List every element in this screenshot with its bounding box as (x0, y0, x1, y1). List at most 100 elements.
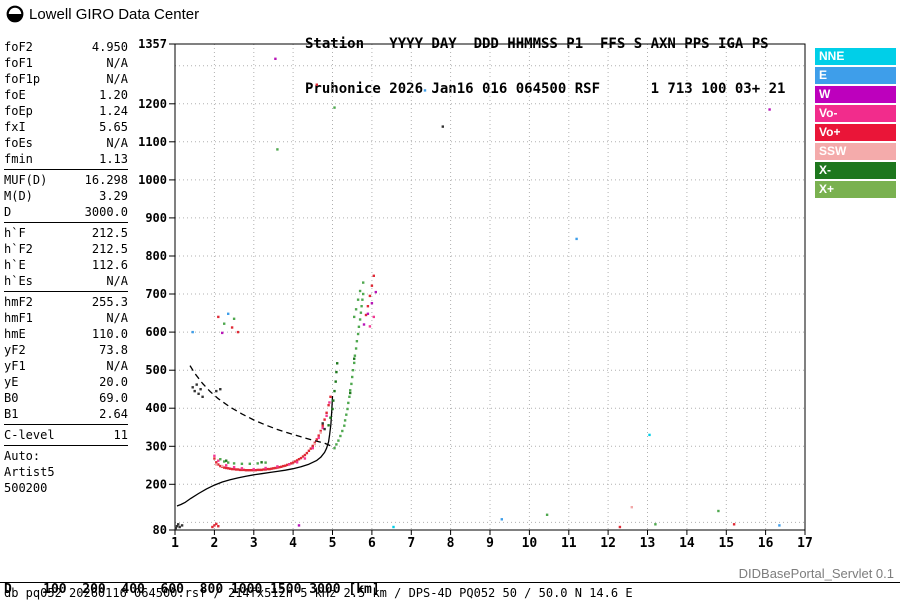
param-label: foF1p (4, 72, 41, 86)
param-row: MUF(D) 16.298 (4, 172, 128, 188)
param-value: 212.5 (91, 226, 128, 240)
svg-text:3: 3 (250, 536, 258, 551)
param-row: h`F 212.5 (4, 225, 128, 241)
muf-transmission-curve (189, 365, 335, 448)
svg-text:9: 9 (486, 536, 494, 551)
svg-text:400: 400 (145, 401, 167, 415)
lowell-giro-logo-icon (6, 5, 24, 23)
series-NNE (392, 433, 651, 529)
param-label: foEs (4, 136, 33, 150)
svg-text:11: 11 (561, 536, 577, 551)
svg-text:13: 13 (640, 536, 656, 551)
param-label: M(D) (4, 189, 33, 203)
param-label: h`E (4, 258, 26, 272)
svg-text:800: 800 (145, 249, 167, 263)
trace-legend: NNE E W Vo- Vo+ SSW X- X+ (815, 48, 896, 200)
param-value: 110.0 (91, 327, 128, 341)
legend-item-ssw: SSW (815, 143, 896, 160)
param-row: yE 20.0 (4, 374, 128, 390)
param-row: h`E 112.6 (4, 257, 128, 273)
series-X- (225, 357, 356, 464)
param-label: foE (4, 88, 26, 102)
param-label: h`Es (4, 274, 33, 288)
svg-text:1100: 1100 (138, 135, 167, 149)
series-W (221, 57, 771, 527)
true-height-profile (176, 395, 334, 507)
param-value: N/A (106, 311, 128, 325)
d-row: D 100 200 400 600 800 1000 1500 3000 [km… (4, 582, 380, 597)
param-row: hmF2 255.3 (4, 294, 128, 310)
grid (175, 44, 805, 530)
series-E (191, 89, 781, 527)
param-divider (4, 169, 128, 170)
auto-line: 500200 (4, 481, 48, 495)
status-bar: db pq052 20260116 064500.rsf / 214fx512h… (0, 582, 900, 600)
legend-item-e: E (815, 67, 896, 84)
param-row: hmE 110.0 (4, 326, 128, 342)
param-row: foF2 4.950 (4, 39, 128, 55)
param-label: foF2 (4, 40, 33, 54)
param-value: 1.13 (99, 152, 128, 166)
auto-line: Auto: (4, 449, 41, 463)
param-label: B1 (4, 407, 19, 421)
param-value: N/A (106, 56, 128, 70)
param-row: yF1 N/A (4, 358, 128, 374)
svg-text:10: 10 (522, 536, 538, 551)
param-value: N/A (106, 359, 128, 373)
svg-text:4: 4 (289, 536, 297, 551)
brand-title: Lowell GIRO Data Center (29, 5, 200, 23)
svg-text:6: 6 (368, 536, 376, 551)
param-row: B1 2.64 (4, 406, 128, 422)
series-Vo- (213, 315, 375, 471)
svg-text:15: 15 (718, 536, 734, 551)
svg-text:600: 600 (145, 325, 167, 339)
legend-item-x-: X- (815, 162, 896, 179)
svg-text:2: 2 (210, 536, 218, 551)
param-divider (4, 424, 128, 425)
svg-text:16: 16 (758, 536, 774, 551)
param-row: foEs N/A (4, 135, 128, 151)
param-row: h`Es N/A (4, 273, 128, 289)
legend-item-x+: X+ (815, 181, 896, 198)
auto-line: Artist5 (4, 465, 55, 479)
param-label: foEp (4, 104, 33, 118)
svg-text:900: 900 (145, 211, 167, 225)
param-label: yF2 (4, 343, 26, 357)
ionogram-svg: 1357120011001000900800700600500400300200… (138, 37, 813, 551)
param-value: 69.0 (99, 391, 128, 405)
param-value: 3000.0 (84, 205, 128, 219)
param-value: 5.65 (99, 120, 128, 134)
param-row: h`F2 212.5 (4, 241, 128, 257)
series-SSW (215, 431, 633, 509)
servlet-version: DIDBasePortal_Servlet 0.1 (738, 566, 894, 581)
param-row: fxI 5.65 (4, 119, 128, 135)
param-value: 1.24 (99, 104, 128, 118)
svg-text:700: 700 (145, 287, 167, 301)
svg-text:17: 17 (797, 536, 813, 551)
svg-text:1200: 1200 (138, 97, 167, 111)
svg-text:12: 12 (600, 536, 616, 551)
svg-text:1000: 1000 (138, 173, 167, 187)
param-row: D 3000.0 (4, 204, 128, 220)
x-axis: 1 2 3 4 5 6 7 8 9 10 11 12 13 14 15 16 17 (171, 530, 813, 551)
param-value: 20.0 (99, 375, 128, 389)
series-noise (174, 125, 444, 530)
param-divider (4, 222, 128, 223)
legend-item-nne: NNE (815, 48, 896, 65)
param-label: B0 (4, 391, 19, 405)
param-value: N/A (106, 136, 128, 150)
param-row: yF2 73.8 (4, 342, 128, 358)
svg-text:14: 14 (679, 536, 695, 551)
param-label: h`F2 (4, 242, 33, 256)
param-value: N/A (106, 72, 128, 86)
series-Vo+ (211, 83, 736, 529)
svg-text:8: 8 (447, 536, 455, 551)
param-label: D (4, 205, 12, 219)
svg-text:1: 1 (171, 536, 179, 551)
param-row: hmF1 N/A (4, 310, 128, 326)
svg-text:1357: 1357 (138, 37, 167, 51)
param-label: foF1 (4, 56, 33, 70)
param-value: 112.6 (91, 258, 128, 272)
param-value: 11 (113, 428, 128, 442)
series-X+ (219, 106, 720, 526)
